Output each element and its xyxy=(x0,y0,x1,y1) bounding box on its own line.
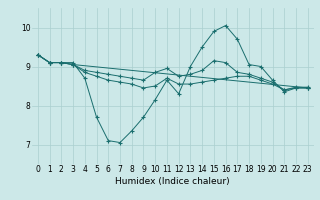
X-axis label: Humidex (Indice chaleur): Humidex (Indice chaleur) xyxy=(116,177,230,186)
